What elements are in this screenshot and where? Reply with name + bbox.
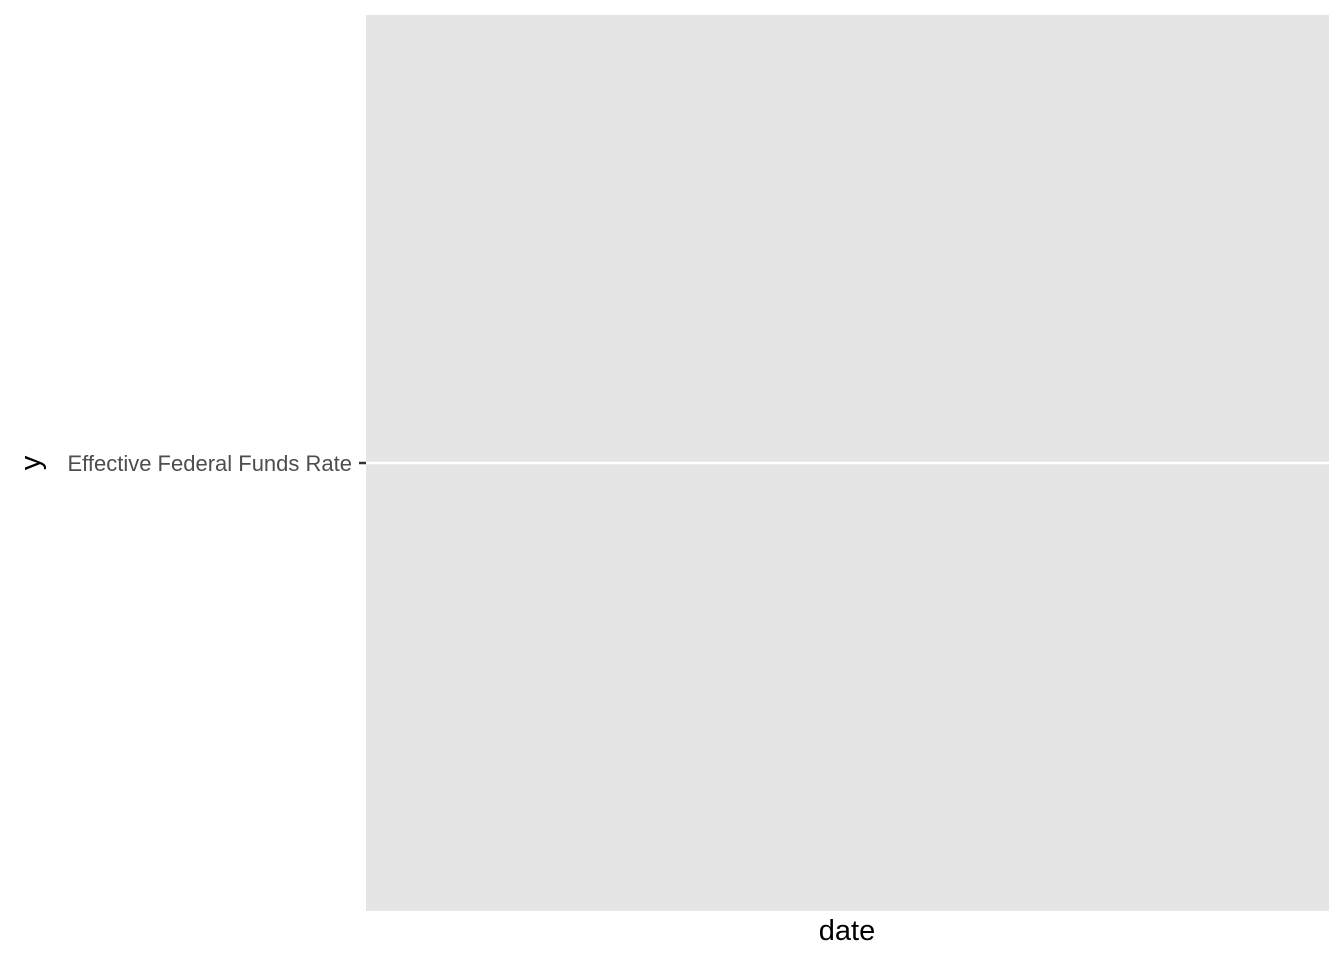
y-tick-label: Effective Federal Funds Rate <box>67 451 352 476</box>
y-tick-labels: Effective Federal Funds Rate <box>67 451 352 476</box>
y-axis-title: y <box>15 455 47 470</box>
x-axis-title: date <box>819 915 875 947</box>
